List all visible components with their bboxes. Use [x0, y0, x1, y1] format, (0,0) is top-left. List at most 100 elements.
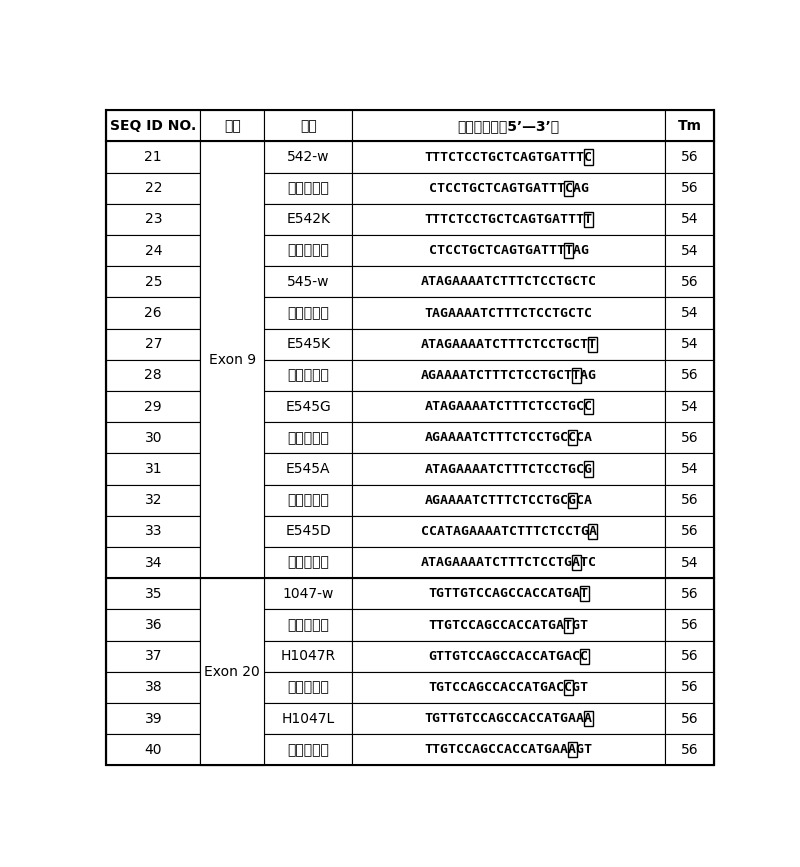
- Bar: [106, 547, 200, 578]
- Text: 31: 31: [145, 462, 162, 476]
- Bar: [264, 266, 352, 297]
- Bar: [264, 235, 352, 266]
- Bar: [352, 110, 665, 141]
- Bar: [352, 547, 665, 578]
- Text: 542-w: 542-w: [287, 150, 330, 164]
- Bar: [106, 110, 200, 141]
- Bar: [106, 703, 200, 734]
- Bar: [200, 110, 264, 141]
- Bar: [352, 173, 665, 204]
- Text: 22: 22: [145, 181, 162, 195]
- Bar: [264, 610, 352, 641]
- Bar: [106, 610, 200, 641]
- Text: （突变型）: （突变型）: [287, 681, 329, 694]
- Text: 56: 56: [681, 712, 698, 726]
- Bar: [665, 204, 714, 235]
- Bar: [200, 173, 264, 204]
- Bar: [352, 485, 665, 516]
- Bar: [352, 610, 665, 641]
- Bar: [665, 578, 714, 610]
- Bar: [200, 141, 264, 173]
- Bar: [264, 547, 352, 578]
- Bar: [106, 672, 200, 703]
- Text: 56: 56: [681, 150, 698, 164]
- Bar: [264, 703, 352, 734]
- Text: （突变型）: （突变型）: [287, 493, 329, 507]
- Bar: [106, 235, 200, 266]
- Text: Tm: Tm: [678, 119, 702, 133]
- Text: ATAGAAAATCTTTCTCCTGATC: ATAGAAAATCTTTCTCCTGATC: [421, 556, 597, 569]
- Bar: [264, 485, 352, 516]
- Bar: [352, 329, 665, 360]
- Text: 54: 54: [681, 556, 698, 570]
- Bar: [106, 453, 200, 485]
- Bar: [264, 204, 352, 235]
- Text: TGTTGTCCAGCCACCATGAT: TGTTGTCCAGCCACCATGAT: [429, 587, 589, 600]
- Bar: [200, 453, 264, 485]
- Bar: [564, 680, 573, 695]
- Bar: [352, 422, 665, 453]
- Bar: [264, 578, 352, 610]
- Bar: [200, 516, 264, 547]
- Bar: [200, 235, 264, 266]
- Text: AGAAAATCTTTCTCCTGCCCA: AGAAAATCTTTCTCCTGCCCA: [425, 432, 593, 444]
- Text: 1047-w: 1047-w: [282, 587, 334, 601]
- Bar: [584, 399, 593, 414]
- Text: 36: 36: [145, 618, 162, 632]
- Bar: [584, 149, 593, 165]
- Text: 25: 25: [145, 275, 162, 289]
- Text: 56: 56: [681, 587, 698, 601]
- Text: （突变型）: （突变型）: [287, 431, 329, 445]
- Bar: [264, 110, 352, 141]
- Bar: [200, 266, 264, 297]
- Bar: [264, 641, 352, 672]
- Bar: [106, 329, 200, 360]
- Text: E545K: E545K: [286, 337, 330, 351]
- Text: 34: 34: [145, 556, 162, 570]
- Text: AGAAAATCTTTCTCCTGCTTAG: AGAAAATCTTTCTCCTGCTTAG: [421, 369, 597, 382]
- Text: 56: 56: [681, 493, 698, 507]
- Bar: [264, 422, 352, 453]
- Text: 40: 40: [145, 743, 162, 757]
- Bar: [106, 641, 200, 672]
- Bar: [200, 204, 264, 235]
- Bar: [665, 141, 714, 173]
- Bar: [665, 422, 714, 453]
- Bar: [352, 391, 665, 422]
- Bar: [352, 235, 665, 266]
- Text: 位点: 位点: [224, 119, 241, 133]
- Text: 35: 35: [145, 587, 162, 601]
- Bar: [200, 297, 264, 329]
- Bar: [665, 516, 714, 547]
- Bar: [352, 266, 665, 297]
- Text: CTCCTGCTCAGTGATTTTAG: CTCCTGCTCAGTGATTTTAG: [429, 244, 589, 257]
- Bar: [106, 173, 200, 204]
- Text: 特异性引物（5’—3’）: 特异性引物（5’—3’）: [458, 119, 560, 133]
- Bar: [665, 485, 714, 516]
- Text: （突变型）: （突变型）: [287, 368, 329, 382]
- Bar: [264, 360, 352, 391]
- Bar: [200, 485, 264, 516]
- Text: TTGTCCAGCCACCATGAAAGT: TTGTCCAGCCACCATGAAAGT: [425, 743, 593, 756]
- Bar: [200, 703, 264, 734]
- Bar: [106, 204, 200, 235]
- Bar: [568, 430, 577, 446]
- Bar: [264, 173, 352, 204]
- Text: ATAGAAAATCTTTCTCCTGCG: ATAGAAAATCTTTCTCCTGCG: [425, 462, 593, 475]
- Text: 56: 56: [681, 681, 698, 694]
- Bar: [665, 266, 714, 297]
- Bar: [200, 391, 264, 422]
- Text: AGAAAATCTTTCTCCTGCGCA: AGAAAATCTTTCTCCTGCGCA: [425, 493, 593, 506]
- Text: 38: 38: [145, 681, 162, 694]
- Bar: [584, 212, 593, 227]
- Bar: [665, 110, 714, 141]
- Text: 54: 54: [681, 212, 698, 226]
- Text: ATAGAAAATCTTTCTCCTGCC: ATAGAAAATCTTTCTCCTGCC: [425, 401, 593, 414]
- Text: （野生型）: （野生型）: [287, 181, 329, 195]
- Bar: [580, 649, 589, 664]
- Bar: [352, 204, 665, 235]
- Bar: [352, 516, 665, 547]
- Text: 56: 56: [681, 743, 698, 757]
- Text: 545-w: 545-w: [287, 275, 330, 289]
- Bar: [106, 297, 200, 329]
